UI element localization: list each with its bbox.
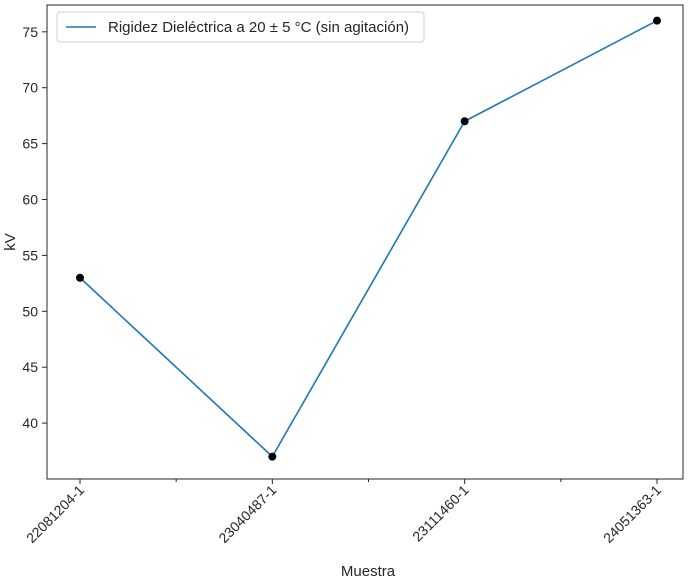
- plot-frame: [46, 4, 684, 480]
- y-tick-label: 45: [22, 359, 38, 375]
- y-tick-label: 60: [22, 192, 38, 208]
- legend-label: Rigidez Dieléctrica a 20 ± 5 °C (sin agi…: [108, 19, 409, 36]
- y-axis: 40 45 50 55 60 65 70 75: [22, 24, 47, 431]
- y-tick-label: 50: [22, 303, 38, 319]
- data-point: [76, 273, 84, 282]
- legend: Rigidez Dieléctrica a 20 ± 5 °C (sin agi…: [56, 11, 425, 43]
- y-tick-label: 55: [22, 247, 38, 263]
- series-layer: [76, 16, 661, 461]
- y-axis-label: kV: [2, 233, 19, 251]
- x-axis-label: Muestra: [341, 563, 396, 580]
- series-line: [79, 19, 658, 458]
- y-tick-label: 40: [22, 415, 38, 431]
- legend-box: [56, 11, 425, 43]
- data-point: [460, 117, 469, 126]
- y-tick-label: 65: [22, 136, 38, 152]
- data-point: [268, 452, 277, 461]
- data-point: [653, 16, 661, 25]
- y-tick-label: 75: [22, 24, 38, 40]
- y-tick-label: 70: [22, 80, 38, 96]
